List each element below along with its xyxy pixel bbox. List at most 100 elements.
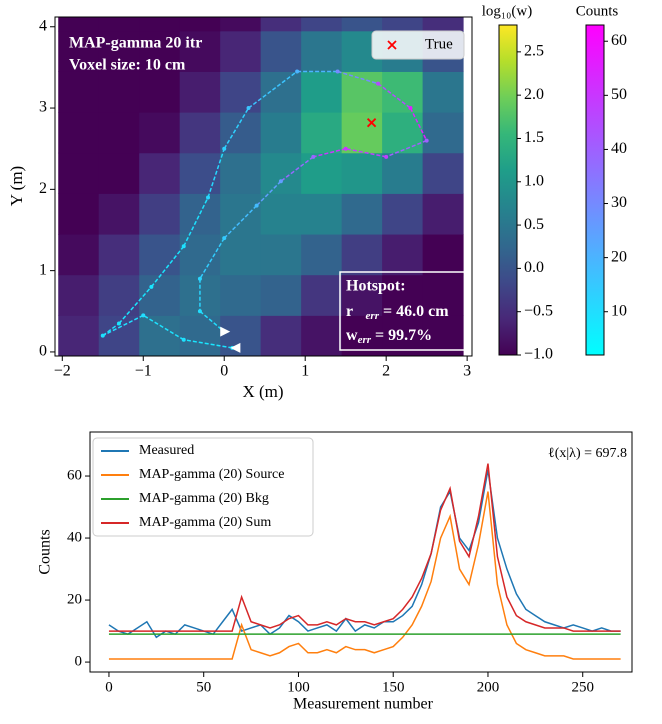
heat-cell [139, 234, 181, 276]
x-axis-label: X (m) [242, 382, 283, 401]
colorbar-tick-label: 50 [611, 86, 627, 103]
trajectory-segment [313, 147, 346, 158]
x-tick-label: 50 [196, 679, 211, 695]
colorbar-tick-label: −0.5 [524, 302, 553, 319]
trajectory-point [311, 154, 316, 159]
hotspot-box [339, 271, 467, 351]
x-tick-label: 2 [382, 363, 390, 380]
heat-cell [422, 152, 464, 194]
heat-cell [139, 112, 181, 154]
heat-cell [341, 17, 383, 32]
trajectory-segment [150, 245, 185, 288]
heat-cell [139, 30, 181, 72]
trajectory-point [246, 106, 251, 111]
heat-cell [179, 315, 221, 356]
y-tick-label: 1 [39, 261, 47, 278]
y-tick-label: 60 [67, 467, 82, 483]
heat-cell [341, 71, 383, 113]
trajectory-segment [183, 197, 209, 247]
trajectory-point [376, 81, 381, 86]
heat-cell [260, 274, 302, 316]
heat-cell [422, 274, 464, 316]
series-line [108, 491, 621, 660]
heat-cell [341, 152, 383, 194]
y-tick-label: 4 [39, 17, 47, 34]
heat-cell [260, 30, 302, 72]
true-marker-cross [387, 40, 397, 50]
heat-cell [382, 234, 424, 276]
heat-cell [98, 274, 140, 316]
trajectory-segment [409, 107, 428, 141]
heat-cell [58, 274, 100, 316]
heat-cell [382, 112, 424, 154]
colorbar-tick-label: 1.0 [524, 172, 544, 189]
heat-cell [58, 193, 100, 235]
heat-cell [220, 193, 262, 235]
heat-cell [382, 193, 424, 235]
heat-cell [220, 152, 262, 194]
heat-cell [179, 71, 221, 113]
colorbar-tick-label: 0.0 [524, 259, 544, 276]
heat-cell [301, 71, 343, 113]
heat-cell [58, 315, 100, 356]
heat-cell [58, 71, 100, 113]
heat-cell [301, 112, 343, 154]
heat-cell [220, 30, 262, 72]
colorbar-label: Counts [576, 3, 619, 19]
heat-cell [382, 17, 424, 32]
heat-cell [139, 71, 181, 113]
colorbar-tick-label: −1.0 [524, 346, 553, 363]
heat-cell [422, 17, 464, 32]
heat-cell [301, 234, 343, 276]
map-panel [58, 17, 464, 356]
trajectory-segment [223, 205, 258, 239]
trajectory-segment [118, 286, 152, 324]
trajectory-point [254, 203, 259, 208]
heat-cell [341, 274, 383, 316]
y-axis-label: Counts [37, 529, 54, 574]
trajectory-point [384, 154, 389, 159]
true-marker [366, 118, 377, 128]
trajectory-point [197, 276, 202, 281]
heat-cell [98, 17, 140, 32]
x-tick-label: −1 [135, 363, 152, 380]
colorbar-tick-label: 20 [611, 248, 627, 265]
colorbar-tick-label: 1.5 [524, 129, 544, 146]
legend [92, 437, 314, 537]
heat-cell [58, 112, 100, 154]
true-marker-cross [366, 118, 377, 128]
trajectory-point [278, 179, 283, 184]
heat-cell [220, 234, 262, 276]
heat-cell [301, 30, 343, 72]
trajectory-segment [102, 322, 120, 337]
series-line [108, 463, 621, 632]
x-tick-label: 100 [287, 679, 310, 695]
heat-cell [220, 112, 262, 154]
counts-colorbar [585, 24, 605, 356]
y-tick-label: 0 [39, 343, 47, 360]
heat-cell [139, 193, 181, 235]
colorbar-tick-label: 10 [611, 302, 627, 319]
hotspot-text: = 46.0 cm [379, 303, 449, 320]
heat-cell [139, 152, 181, 194]
colorbar-tick-label: 40 [611, 140, 627, 157]
colorbar-label: log₁₀(w) [482, 3, 532, 19]
plot-frame [54, 16, 473, 357]
series-line [108, 469, 621, 639]
hotspot-title: Hotspot: [346, 278, 406, 295]
trajectory-segment [385, 139, 427, 158]
y-tick-label: 20 [67, 591, 82, 607]
y-tick-label: 3 [39, 99, 47, 116]
heat-cell [422, 112, 464, 154]
trajectory-point [116, 321, 121, 326]
heat-cell [220, 71, 262, 113]
trajectory-point [335, 69, 340, 74]
annotation: ℓ(x|λ) = 697.8 [548, 446, 627, 461]
heat-cell [382, 152, 424, 194]
heat-cell [220, 274, 262, 316]
heat-cell [341, 193, 383, 235]
trajectory-point [181, 244, 186, 249]
annotation: Voxel size: 10 cm [69, 57, 186, 74]
trajectory-point [197, 309, 202, 314]
